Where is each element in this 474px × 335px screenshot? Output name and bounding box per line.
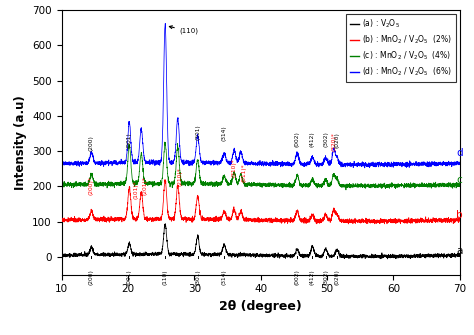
Text: (101)*: (101)* <box>134 180 138 199</box>
Text: (320)*: (320)* <box>331 132 336 151</box>
X-axis label: 2θ (degree): 2θ (degree) <box>219 300 302 313</box>
Text: c: c <box>456 175 462 185</box>
Text: b: b <box>456 210 463 220</box>
Text: (200): (200) <box>89 135 94 151</box>
Text: (001): (001) <box>127 269 132 285</box>
Text: (110): (110) <box>163 269 168 285</box>
Text: (310)*: (310)* <box>232 158 237 177</box>
Text: (002): (002) <box>295 131 300 147</box>
Text: (301): (301) <box>195 269 200 285</box>
Text: (302): (302) <box>323 131 328 147</box>
Text: (020): (020) <box>335 269 339 285</box>
Text: (110): (110) <box>169 26 199 35</box>
Text: (201)*: (201)* <box>142 177 147 195</box>
Text: (314): (314) <box>222 126 227 141</box>
Text: (011)*: (011)* <box>242 163 246 182</box>
Text: (200)*: (200)* <box>89 177 94 195</box>
Text: (020): (020) <box>335 133 339 148</box>
Text: (314): (314) <box>222 269 227 285</box>
Y-axis label: Intensity (a.u): Intensity (a.u) <box>14 95 27 190</box>
Text: (210)*: (210)* <box>177 168 182 187</box>
Text: a: a <box>456 246 463 256</box>
Text: (302): (302) <box>323 269 328 285</box>
Text: (412): (412) <box>310 269 315 285</box>
Text: (200): (200) <box>89 269 94 285</box>
Text: (002): (002) <box>295 269 300 285</box>
Text: (301): (301) <box>195 124 200 140</box>
Text: (412): (412) <box>310 131 315 147</box>
Legend: (a) : V$_2$O$_5$, (b) : MnO$_2$ / V$_2$O$_5$  (2%), (c) : MnO$_2$ / V$_2$O$_5$  : (a) : V$_2$O$_5$, (b) : MnO$_2$ / V$_2$O… <box>346 14 456 82</box>
Text: (001): (001) <box>127 132 132 148</box>
Text: d: d <box>456 148 463 158</box>
